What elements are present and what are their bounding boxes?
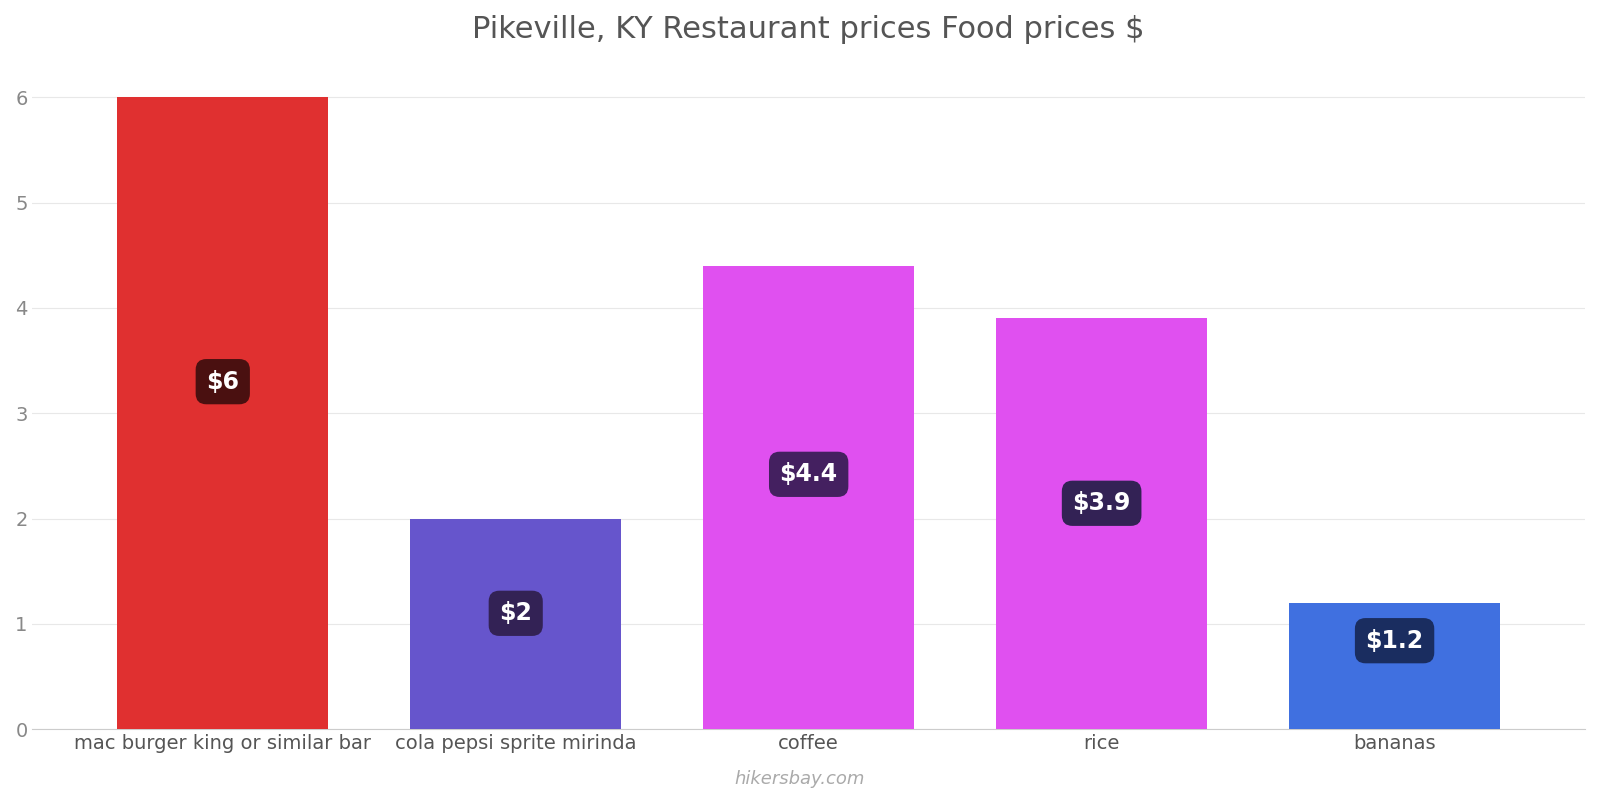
Text: $3.9: $3.9 [1072, 491, 1131, 515]
Text: $1.2: $1.2 [1365, 629, 1424, 653]
Text: $2: $2 [499, 602, 533, 626]
Bar [117, 98, 328, 729]
Bar [997, 318, 1206, 729]
Text: $6: $6 [206, 370, 240, 394]
Bar [410, 518, 621, 729]
Bar [704, 266, 914, 729]
Text: $4.4: $4.4 [779, 462, 838, 486]
Title: Pikeville, KY Restaurant prices Food prices $: Pikeville, KY Restaurant prices Food pri… [472, 15, 1146, 44]
Text: hikersbay.com: hikersbay.com [734, 770, 866, 788]
Bar [1290, 602, 1501, 729]
